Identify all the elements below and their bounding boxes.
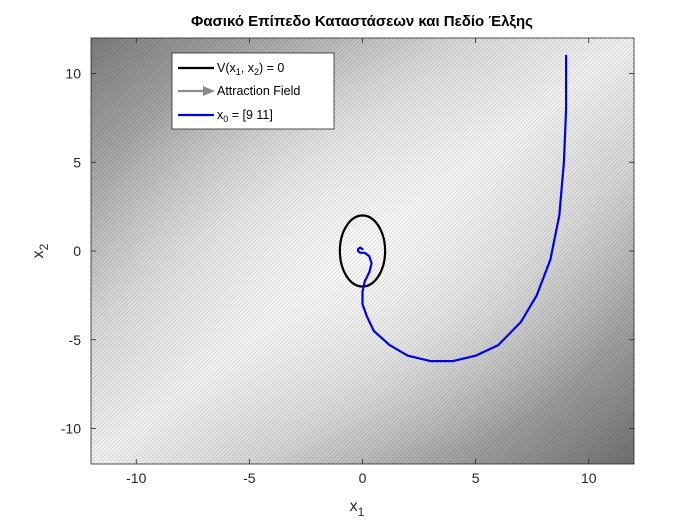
- y-tick-label: 10: [65, 66, 81, 82]
- x-tick-label: 10: [581, 470, 597, 486]
- x-axis-label: x1: [350, 498, 365, 519]
- legend-item-trajectory: x0 = [9 11]: [178, 108, 273, 124]
- series-layer: [338, 54, 568, 363]
- y-tick-label: -10: [61, 421, 81, 437]
- y-tick-label: 5: [73, 154, 81, 170]
- ticks-layer: -10 -5 0 5 10 -10 -5 0 5 10: [61, 38, 634, 486]
- legend: V(x1, x2) = 0 Attraction Field x0 = [9 1…: [171, 52, 335, 130]
- x-tick-label: -10: [126, 470, 146, 486]
- trajectory-line: [356, 54, 568, 363]
- legend-label-trajectory: x0 = [9 11]: [217, 108, 273, 124]
- y-tick-label: -5: [69, 332, 82, 348]
- legend-arrowhead-icon: [203, 86, 215, 96]
- chart-title: Φασικό Επίπεδο Καταστάσεων και Πεδίο Έλξ…: [191, 13, 533, 30]
- legend-item-attraction-field: Attraction Field: [178, 84, 300, 98]
- y-axis-label: x2: [30, 243, 51, 258]
- y-tick-label: 0: [73, 243, 81, 259]
- level-set-ellipse: [338, 214, 387, 288]
- legend-label-attraction-field: Attraction Field: [217, 84, 300, 98]
- legend-item-level-set: V(x1, x2) = 0: [178, 61, 284, 77]
- legend-label-level-set: V(x1, x2) = 0: [217, 61, 284, 77]
- x-tick-label: 0: [359, 470, 367, 486]
- x-tick-label: 5: [472, 470, 480, 486]
- x-tick-label: -5: [243, 470, 256, 486]
